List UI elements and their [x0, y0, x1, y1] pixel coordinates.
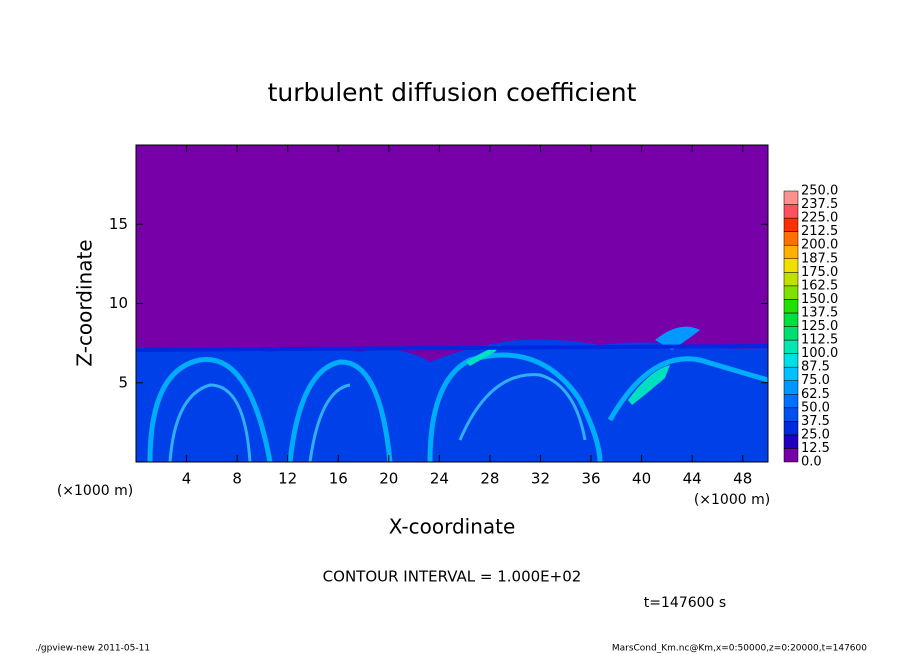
y-tick-label: 5 [118, 373, 128, 391]
colorbar-band [783, 312, 799, 327]
colorbar-band [783, 353, 799, 368]
colorbar-band [783, 272, 799, 287]
colorbar-band [783, 299, 799, 314]
colorbar-band [783, 231, 799, 246]
x-tick-label: 28 [480, 470, 499, 488]
x-tick-label: 44 [683, 470, 702, 488]
colorbar-label: 162.5 [801, 278, 838, 293]
footer-left: ./gpview-new 2011-05-11 [35, 644, 150, 654]
x-tick-label: 36 [581, 470, 600, 488]
x-tick-label: 48 [733, 470, 752, 488]
colorbar-label: 25.0 [801, 427, 830, 442]
colorbar-label: 125.0 [801, 319, 838, 334]
colorbar-label: 200.0 [801, 238, 838, 253]
colorbar-band [783, 258, 799, 273]
x-tick-label: 8 [232, 470, 242, 488]
colorbar-band [783, 339, 799, 354]
chart-title: turbulent diffusion coefficient [268, 78, 637, 107]
x-tick-label: 32 [531, 470, 550, 488]
colorbar-band [783, 380, 799, 395]
colorbar-label: 225.0 [801, 211, 838, 226]
colorbar-label: 250.0 [801, 184, 838, 199]
y-unit-label: (×1000 m) [57, 483, 133, 499]
colorbar-label: 50.0 [801, 400, 830, 415]
colorbar-band [783, 244, 799, 259]
colorbar-label: 175.0 [801, 265, 838, 280]
x-tick-label: 12 [278, 470, 297, 488]
x-axis-label: X-coordinate [389, 515, 516, 539]
colorbar-band [783, 394, 799, 409]
contour-interval: CONTOUR INTERVAL = 1.000E+02 [323, 568, 582, 586]
colorbar-band [783, 434, 799, 449]
y-axis-label: Z-coordinate [73, 239, 97, 366]
x-tick-label: 16 [329, 470, 348, 488]
colorbar-label: 87.5 [801, 360, 830, 375]
colorbar-label: 0.0 [801, 455, 822, 470]
x-tick-label: 40 [632, 470, 651, 488]
colorbar-label: 62.5 [801, 387, 830, 402]
colorbar-label: 12.5 [801, 441, 830, 456]
x-tick-label: 20 [379, 470, 398, 488]
colorbar-label: 187.5 [801, 251, 838, 266]
field [136, 145, 768, 462]
colorbar-band [783, 421, 799, 436]
colorbar-band [783, 448, 799, 463]
colorbar-label: 137.5 [801, 305, 838, 320]
colorbar-band [783, 217, 799, 232]
colorbar-label: 75.0 [801, 373, 830, 388]
colorbar-label: 37.5 [801, 414, 830, 429]
colorbar-band [783, 285, 799, 300]
colorbar-label: 212.5 [801, 224, 838, 239]
x-tick-label: 24 [430, 470, 449, 488]
x-unit-label: (×1000 m) [694, 492, 770, 508]
colorbar-band [783, 326, 799, 341]
colorbar-band [783, 407, 799, 422]
colorbar-band [783, 204, 799, 219]
colorbar-band [783, 366, 799, 381]
y-tick-label: 10 [109, 294, 128, 312]
colorbar-band [783, 190, 799, 205]
footer-right: MarsCond_Km.nc@Km,x=0:50000,z=0:20000,t=… [612, 644, 867, 654]
y-tick-label: 15 [109, 215, 128, 233]
time-label: t=147600 s [644, 595, 726, 611]
x-tick-label: 4 [182, 470, 192, 488]
colorbar-label: 112.5 [801, 333, 838, 348]
colorbar-label: 100.0 [801, 346, 838, 361]
colorbar-label: 150.0 [801, 292, 838, 307]
colorbar-label: 237.5 [801, 197, 838, 212]
